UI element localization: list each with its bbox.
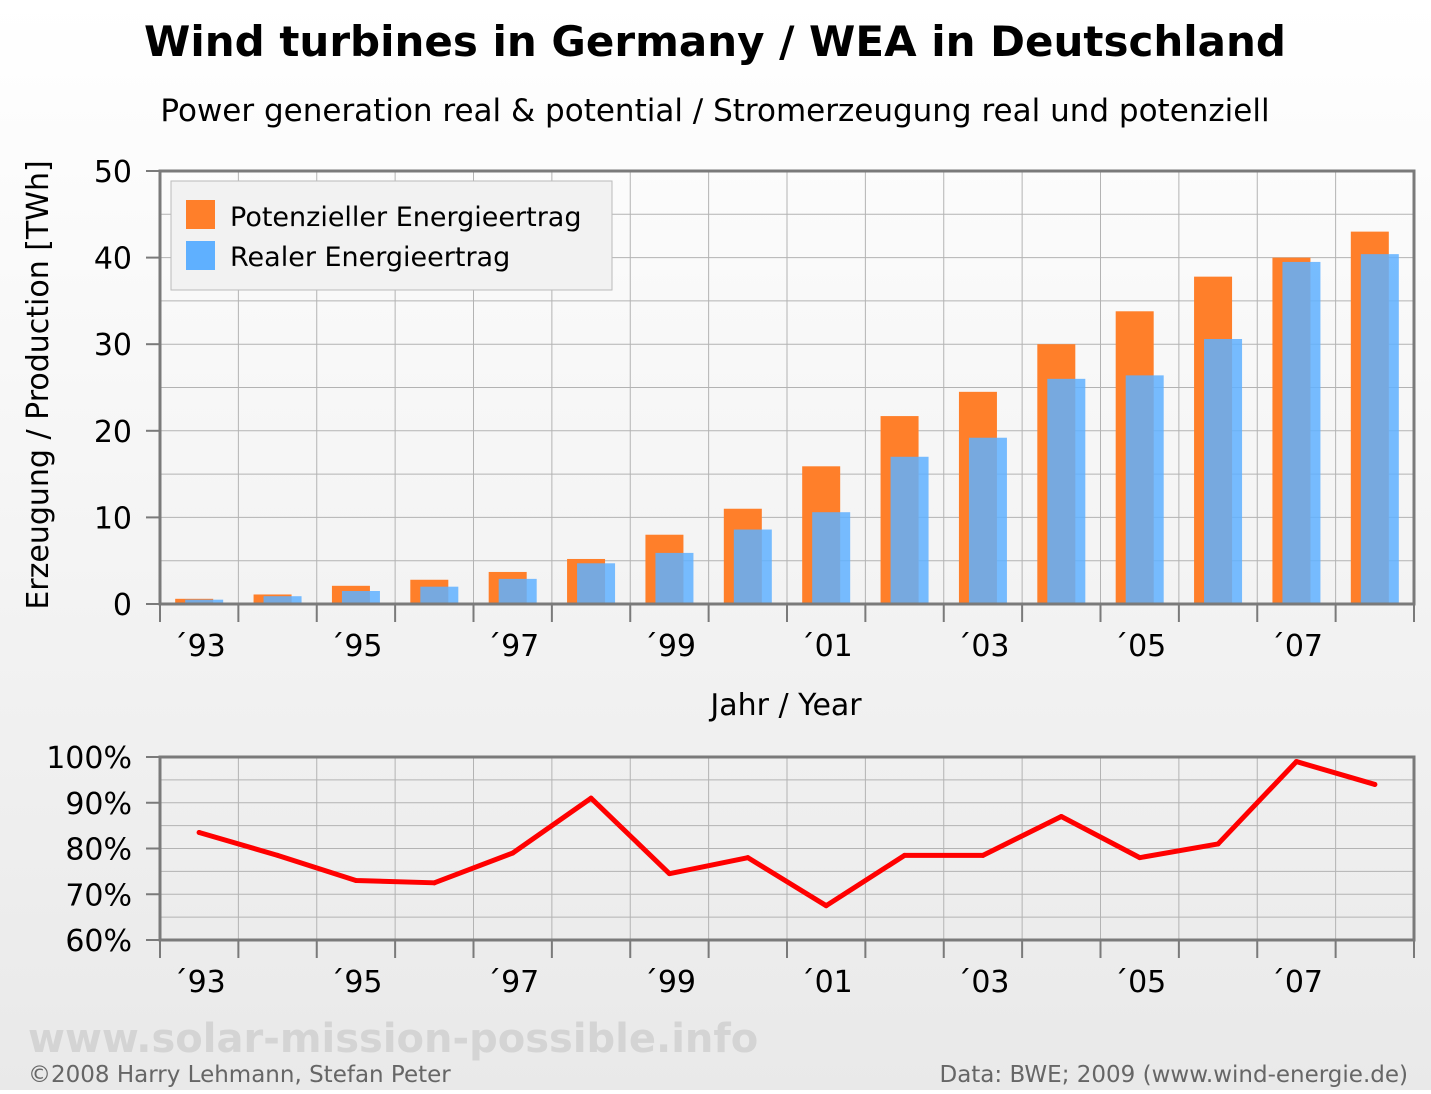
y-tick-label: 60%: [65, 924, 132, 959]
ratio-point: [666, 871, 672, 877]
bar-real: [1047, 378, 1086, 604]
bar-real: [1282, 261, 1321, 604]
x-tick-label: ´05: [1113, 965, 1166, 1000]
legend-label-real: Realer Energieertrag: [230, 242, 510, 273]
legend: Potenzieller Energieertrag Realer Energi…: [170, 180, 613, 291]
ratio-point: [275, 852, 281, 858]
ratio-point: [1215, 841, 1221, 847]
ratio-line: [196, 759, 1378, 909]
bar-chart-bars: [175, 231, 1399, 605]
watermark: www.solar-mission-possible.info: [28, 1016, 758, 1062]
x-axis-label: Jahr / Year: [708, 688, 862, 723]
bar-real: [263, 596, 302, 604]
y-tick-label: 90%: [65, 787, 132, 822]
bar-real: [812, 512, 851, 604]
y-tick-label: 30: [94, 328, 132, 363]
legend-label-potential: Potenzieller Energieertrag: [230, 202, 581, 233]
bar-real: [1360, 254, 1399, 605]
y-tick-label: 100%: [46, 741, 132, 776]
y-axis-label: Erzeugung / Production [TWh]: [21, 160, 56, 609]
ratio-point: [745, 855, 751, 861]
bar-real: [185, 599, 224, 604]
bar-real: [968, 437, 1007, 604]
x-tick-label: ´95: [329, 965, 382, 1000]
line-chart-axes: 60% 70% 80% 90% 100% ´93 ´95 ´97 ´99 ´01 ´03 ´05 ´07: [46, 741, 1415, 1000]
x-tick-label: ´01: [800, 629, 853, 664]
line-chart-series: [196, 759, 1378, 909]
bar-real: [733, 529, 772, 604]
ratio-point: [902, 852, 908, 858]
ratio-point: [1372, 781, 1378, 787]
x-tick-label: ´97: [486, 965, 539, 1000]
bar-real: [655, 552, 694, 604]
bar-real: [577, 563, 616, 604]
ratio-point: [353, 878, 359, 884]
ratio-point: [980, 852, 986, 858]
bar-real: [1204, 339, 1243, 604]
y-tick-label: 0: [113, 588, 132, 623]
x-tick-label: ´99: [643, 965, 696, 1000]
y-tick-label: 80%: [65, 833, 132, 868]
ratio-point: [1293, 759, 1299, 765]
ratio-point: [431, 880, 437, 886]
x-tick-label: ´03: [956, 629, 1009, 664]
y-tick-label: 50: [94, 155, 132, 190]
x-tick-label: ´07: [1270, 965, 1323, 1000]
x-tick-label: ´03: [956, 965, 1009, 1000]
x-tick-label: ´93: [173, 965, 226, 1000]
bar-real: [498, 578, 537, 604]
x-tick-label: ´95: [329, 629, 382, 664]
y-tick-label: 40: [94, 242, 132, 277]
legend-swatch-real: [186, 241, 215, 270]
copyright-footer: ©2008 Harry Lehmann, Stefan Peter: [28, 1062, 451, 1088]
ratio-point: [510, 850, 516, 856]
source-footer: Data: BWE; 2009 (www.wind-energie.de): [939, 1062, 1408, 1088]
x-tick-label: ´01: [800, 965, 853, 1000]
ratio-point: [1058, 813, 1064, 819]
ratio-point: [1137, 855, 1143, 861]
y-tick-label: 20: [94, 415, 132, 450]
x-tick-label: ´97: [486, 629, 539, 664]
legend-box: [170, 180, 613, 291]
bar-real: [1125, 375, 1164, 604]
legend-swatch-potential: [186, 200, 215, 229]
chart-subtitle: Power generation real & potential / Stro…: [160, 93, 1269, 129]
chart-title: Wind turbines in Germany / WEA in Deutsc…: [144, 17, 1286, 66]
x-tick-label: ´93: [173, 629, 226, 664]
ratio-point: [196, 829, 202, 835]
ratio-point: [823, 903, 829, 909]
x-tick-label: ´07: [1270, 629, 1323, 664]
bar-real: [890, 456, 929, 604]
bar-real: [341, 591, 380, 604]
bar-chart-axes: 0 10 20 30 40 50 ´93 ´95 ´97 ´99 ´01 ´03 ´05 ´07: [94, 155, 1415, 664]
x-tick-label: ´99: [643, 629, 696, 664]
bar-real: [420, 586, 459, 604]
ratio-point: [588, 795, 594, 801]
y-tick-label: 10: [94, 501, 132, 536]
y-tick-label: 70%: [65, 878, 132, 913]
x-tick-label: ´05: [1113, 629, 1166, 664]
